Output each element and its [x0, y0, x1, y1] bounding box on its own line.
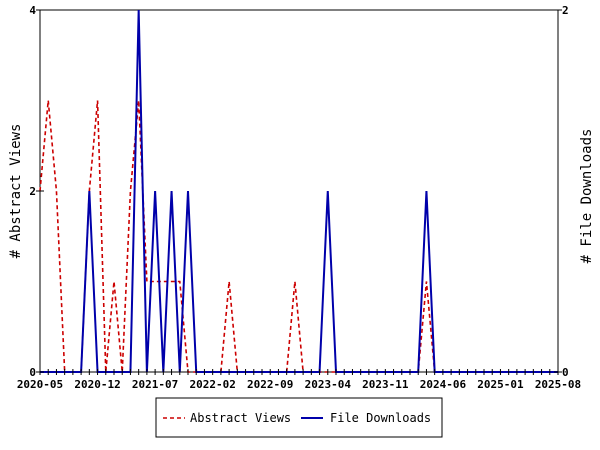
- x-tick-label: 2020-12: [74, 378, 120, 391]
- x-tick-label: 2022-09: [247, 378, 293, 391]
- ticks-layer: [36, 9, 562, 375]
- x-tick-label: 2021-07: [132, 378, 178, 391]
- y-left-tick-label: 4: [29, 4, 36, 17]
- y-left-tick-label: 0: [29, 366, 36, 379]
- x-tick-label: 2022-02: [189, 378, 235, 391]
- y-right-tick-label: 0: [562, 366, 569, 379]
- legend-box: [155, 397, 443, 438]
- y-right-tick-label: 2: [562, 4, 569, 17]
- x-tick-label: 2025-01: [477, 378, 524, 391]
- labels-layer: 2020-05 2020-12 2021-07 2022-02 2022-09 2023-…: [17, 4, 581, 391]
- x-tick-label: 2023-11: [362, 378, 409, 391]
- x-tick-label: 2025-08: [535, 378, 581, 391]
- y-axis-right-title: # File Downloads: [579, 129, 595, 264]
- legend: Abstract Views File Downloads: [155, 397, 443, 438]
- y-axis-left-title: # Abstract Views: [8, 124, 24, 259]
- x-tick-label: 2020-05: [17, 378, 63, 391]
- series-line-abstract-views: [39, 100, 558, 373]
- x-tick-label: 2023-04: [305, 378, 352, 391]
- series-layer: [39, 9, 558, 373]
- y-left-tick-label: 2: [29, 185, 36, 198]
- series-line-file-downloads: [40, 9, 558, 373]
- legend-label-file-downloads: File Downloads: [330, 411, 431, 425]
- x-tick-label: 2024-06: [420, 378, 467, 391]
- legend-label-abstract-views: Abstract Views: [190, 411, 291, 425]
